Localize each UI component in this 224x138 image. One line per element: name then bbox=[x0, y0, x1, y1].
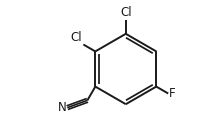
Text: N: N bbox=[58, 101, 67, 114]
Text: Cl: Cl bbox=[120, 6, 132, 19]
Text: Cl: Cl bbox=[70, 31, 82, 44]
Text: F: F bbox=[169, 87, 176, 100]
